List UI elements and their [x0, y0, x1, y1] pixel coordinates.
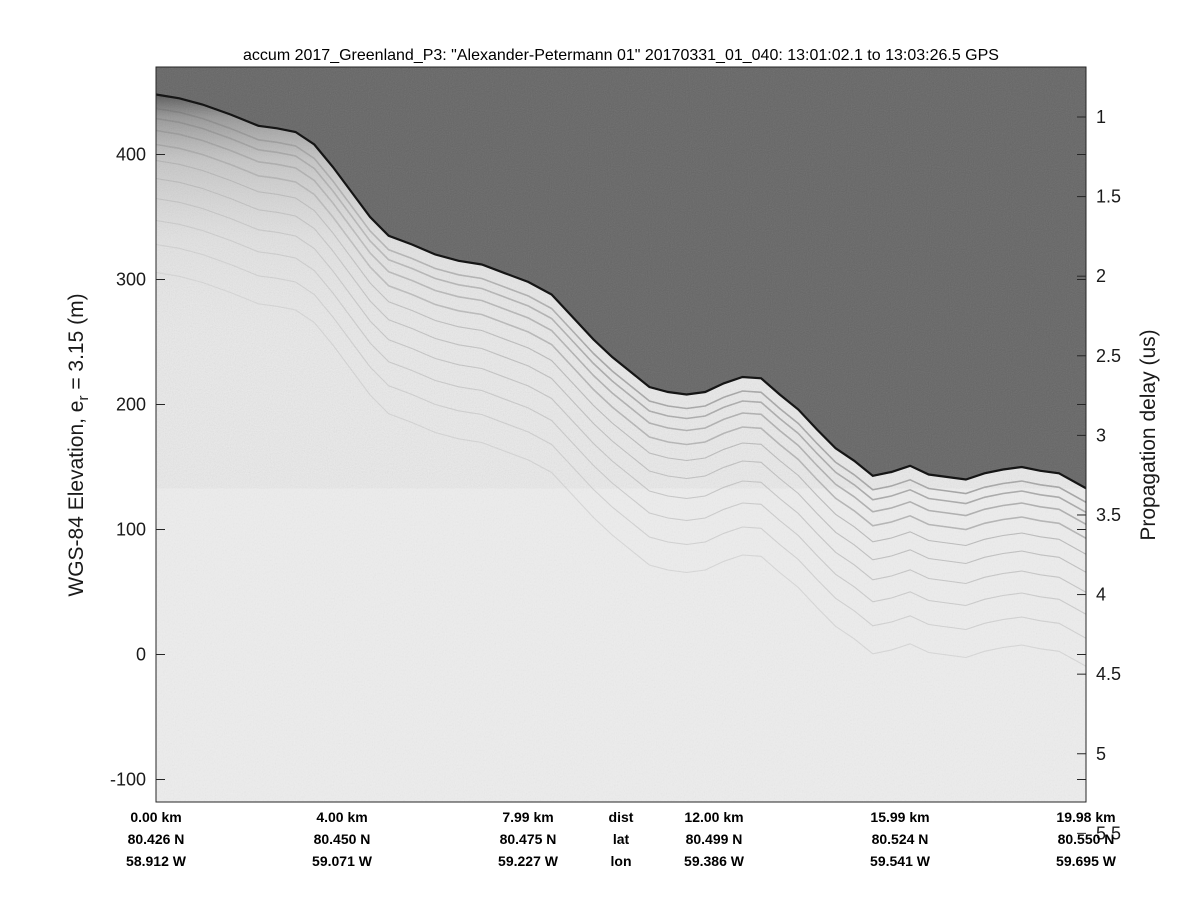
bottom-row-label-dist: dist [609, 809, 634, 825]
left-tick-label: 400 [116, 145, 146, 165]
bottom-lat-label: 80.550 N [1058, 831, 1115, 847]
bottom-lon-label: 59.695 W [1056, 853, 1117, 869]
bottom-lat-label: 80.426 N [128, 831, 185, 847]
left-axis-label-subscript: r [75, 396, 92, 401]
bottom-row-label-lon: lon [611, 853, 632, 869]
near-surface-shading [156, 94, 1086, 749]
right-tick-label: 3.5 [1096, 505, 1121, 525]
right-tick-label: 2.5 [1096, 346, 1121, 366]
right-tick-label: 2 [1096, 266, 1106, 286]
bottom-row-label-lat: lat [613, 831, 630, 847]
right-tick-label: 4.5 [1096, 664, 1121, 684]
bottom-lon-label: 59.071 W [312, 853, 373, 869]
right-tick-label: 5 [1096, 744, 1106, 764]
bottom-lat-label: 80.499 N [686, 831, 743, 847]
right-tick-label: 1 [1096, 107, 1106, 127]
bottom-dist-label: 15.99 km [870, 809, 929, 825]
right-tick-label: 1.5 [1096, 187, 1121, 207]
left-tick-label: 200 [116, 395, 146, 415]
right-tick-label: 4 [1096, 585, 1106, 605]
bottom-lon-label: 59.541 W [870, 853, 931, 869]
bottom-dist-label: 7.99 km [502, 809, 553, 825]
bottom-lon-label: 59.227 W [498, 853, 559, 869]
air-noise-texture [156, 67, 1086, 489]
left-tick-label: 100 [116, 520, 146, 540]
left-tick-label: 300 [116, 270, 146, 290]
plot-area [156, 67, 1086, 802]
bottom-lat-label: 80.475 N [500, 831, 557, 847]
right-axis-ticks: 1 1.5 2 2.5 3 3.5 4 4.5 5 5.5 [1077, 107, 1121, 843]
bottom-lat-label: 80.450 N [314, 831, 371, 847]
bottom-dist-label: 0.00 km [130, 809, 181, 825]
bottom-dist-label: 19.98 km [1056, 809, 1115, 825]
ice-surface-line [156, 93, 1086, 490]
bottom-dist-label: 4.00 km [316, 809, 367, 825]
right-tick-label: 3 [1096, 425, 1106, 445]
chart-title: accum 2017_Greenland_P3: "Alexander-Pete… [243, 47, 999, 64]
left-tick-label: 0 [136, 645, 146, 665]
bottom-lon-label: 59.386 W [684, 853, 745, 869]
right-axis-label: Propagation delay (us) [1137, 329, 1160, 540]
bottom-lat-label: 80.524 N [872, 831, 929, 847]
plot-frame [155, 66, 1087, 803]
left-axis-label: WGS-84 Elevation, er = 3.15 (m) [65, 293, 92, 596]
bottom-dist-label: 12.00 km [684, 809, 743, 825]
right-tick-label: 5.5 [1096, 823, 1121, 843]
bottom-axis-labels: 0.00 km 80.426 N 58.912 W 4.00 km 80.450 N 59… [126, 809, 1117, 869]
bottom-lon-label: 58.912 W [126, 853, 187, 869]
left-axis-ticks: 400 300 200 100 0 -100 [110, 145, 1086, 790]
left-tick-label: -100 [110, 770, 146, 790]
